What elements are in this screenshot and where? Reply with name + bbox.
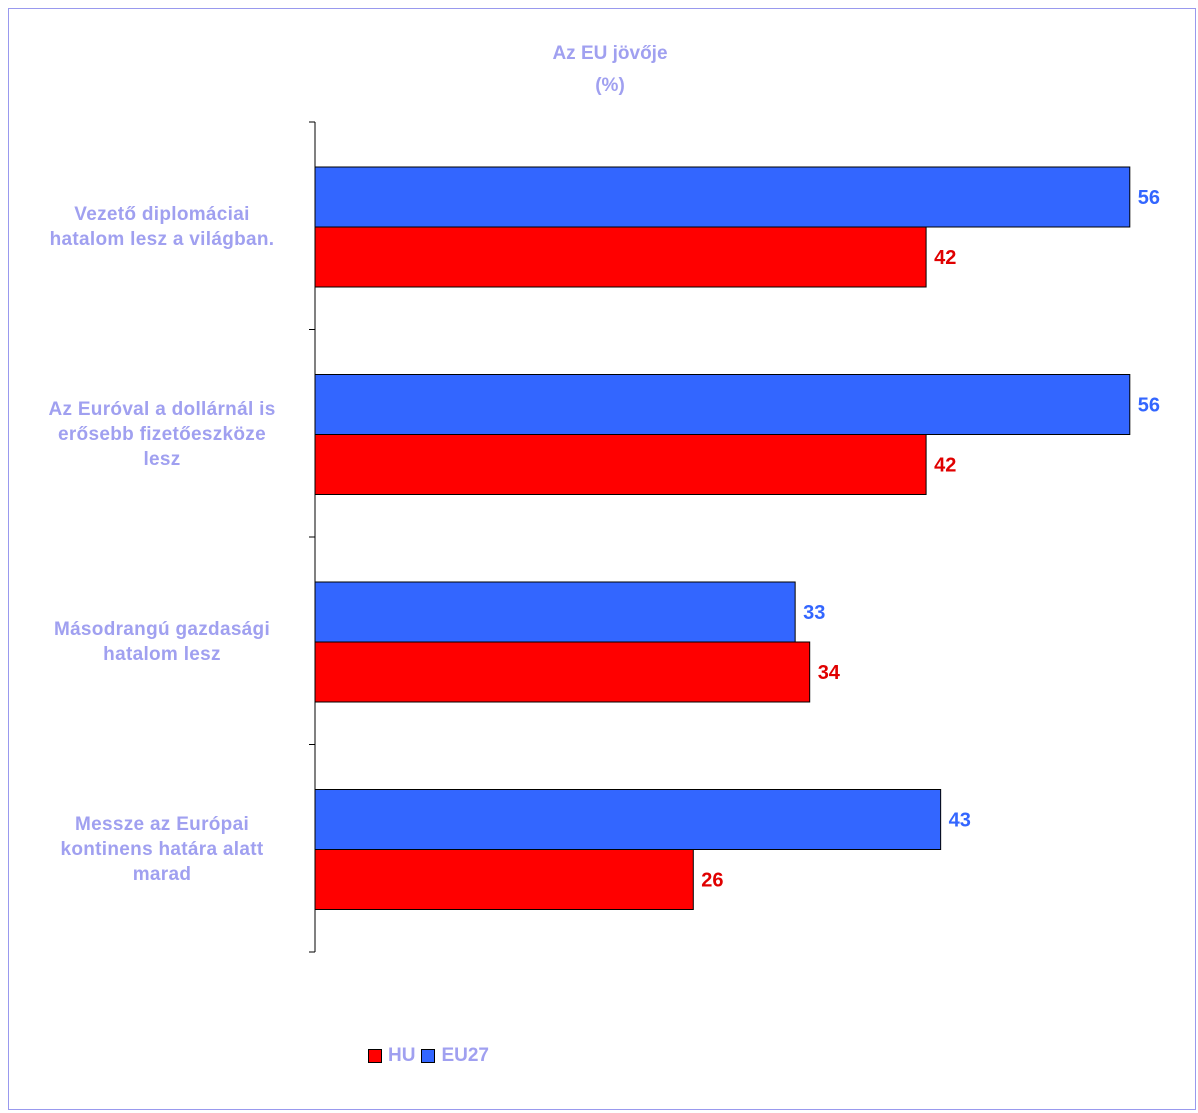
bar-hu-3 [314,641,811,703]
legend-swatch-hu [368,1049,382,1063]
data-label-eu27-1: 56 [1138,187,1160,209]
bar-eu27-2 [314,374,1131,435]
bar-hu-1 [314,226,927,288]
legend-label-eu27: EU27 [441,1045,489,1066]
data-label-hu-3: 34 [818,662,841,684]
bar-eu27-3 [314,581,796,643]
legend-item-eu27: EU27 [421,1045,489,1067]
legend-item-hu: HU [368,1045,415,1067]
data-label-eu27-4: 43 [949,810,971,832]
bar-eu27-4 [314,789,942,850]
legend: HU EU27 [368,1045,495,1067]
chart-subtitle: (%) [595,75,625,96]
category-label-2: Az Euróval a dollárnál is erősebb fizetőe… [48,399,276,470]
data-label-eu27-2: 56 [1138,395,1160,417]
category-label-1: Vezető diplomáciai hatalom lesz a világba… [49,204,275,250]
chart-title: Az EU jövője [552,43,668,64]
category-label-4: Messze az Európai kontinens határa alatt m… [60,814,264,885]
data-label-hu-1: 42 [934,247,956,269]
legend-swatch-eu27 [421,1049,436,1063]
data-label-hu-2: 42 [934,455,956,477]
legend-label-hu: HU [388,1045,416,1066]
data-label-eu27-3: 33 [803,602,825,624]
category-label-3: Másodrangú gazdasági hatalom lesz [53,619,271,665]
bar-hu-4 [314,849,694,910]
bar-hu-2 [314,434,927,495]
bar-eu27-1 [314,166,1131,228]
data-label-hu-4: 26 [701,870,723,892]
